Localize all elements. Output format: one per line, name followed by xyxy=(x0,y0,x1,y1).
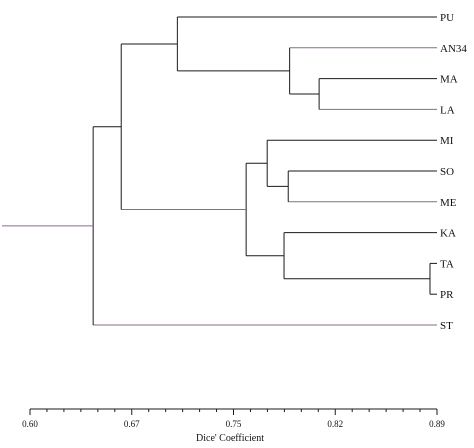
leaf-label-st: ST xyxy=(440,320,453,332)
leaf-label-so: SO xyxy=(440,166,454,178)
leaf-label-pr: PR xyxy=(440,289,454,301)
leaf-label-pu: PU xyxy=(440,12,454,24)
x-axis-title: Dice' Coefficient xyxy=(196,433,264,444)
x-tick-label: 0.67 xyxy=(124,419,140,429)
leaf-label-ma: MA xyxy=(440,74,458,86)
x-tick-label: 0.75 xyxy=(226,419,242,429)
leaf-labels: PU AN34 MA LA MI SO ME KA TA PR ST xyxy=(440,12,467,332)
leaf-label-an34: AN34 xyxy=(440,43,467,55)
x-tick-label: 0.82 xyxy=(327,419,343,429)
x-axis: 0.60 0.67 0.75 0.82 0.89 xyxy=(22,408,445,429)
x-tick-label: 0.60 xyxy=(22,419,38,429)
leaf-label-mi: MI xyxy=(440,135,454,147)
leaf-label-la: LA xyxy=(440,104,455,116)
leaf-label-me: ME xyxy=(440,197,457,209)
dendrogram-branches xyxy=(2,16,437,326)
leaf-label-ta: TA xyxy=(440,258,454,270)
leaf-label-ka: KA xyxy=(440,228,456,240)
x-tick-label: 0.89 xyxy=(429,419,445,429)
